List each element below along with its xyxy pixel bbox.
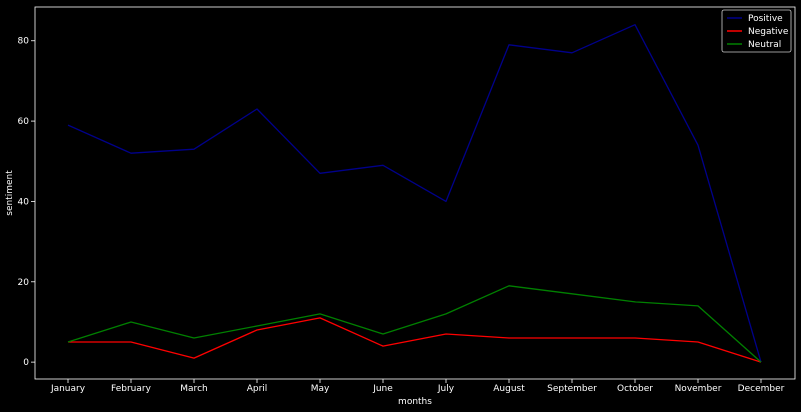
x-tick-label: November [675,384,722,394]
y-tick-label: 40 [18,197,30,207]
y-tick-label: 80 [18,37,30,47]
series-line-neutral [67,285,762,363]
y-axis-label: sentiment [5,170,15,216]
x-tick-label: June [372,384,393,394]
x-tick-label: May [311,384,330,394]
x-tick-label: October [617,384,653,394]
legend-box [721,9,792,53]
x-tick-label: April [247,384,268,394]
x-axis: January February March April May June July Augu… [50,379,785,394]
legend: Positive Negative Neutral [721,9,792,53]
y-tick-label: 20 [18,278,30,288]
legend-label: Negative [748,27,789,37]
series-lines [67,24,762,363]
y-axis: 0 20 40 60 80 [18,37,35,368]
x-tick-label: August [493,384,525,394]
series-line-negative [68,317,762,363]
x-tick-label: January [50,384,86,394]
legend-label: Positive [748,14,783,24]
y-tick-label: 60 [18,117,30,127]
x-tick-label: December [738,384,785,394]
x-tick-label: July [437,384,455,394]
plot-frame [34,6,796,380]
series-line-positive [67,24,762,363]
y-tick-label: 0 [23,358,29,368]
legend-label: Neutral [748,40,781,50]
x-axis-label: months [398,397,432,407]
x-tick-label: September [547,384,597,394]
x-tick-label: March [180,384,207,394]
x-tick-label: February [111,384,152,394]
